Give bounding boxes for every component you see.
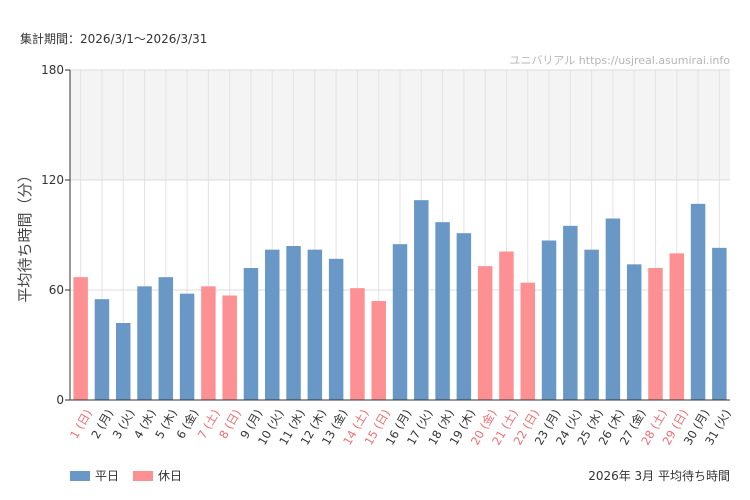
bar — [435, 222, 450, 400]
bar — [499, 251, 514, 400]
watermark: ユニバリアル https://usjreal.asumirai.info — [509, 54, 730, 67]
bar — [520, 282, 535, 400]
bar — [286, 246, 301, 400]
bar — [541, 240, 557, 400]
legend: 平日 休日 — [70, 467, 182, 484]
bar — [265, 249, 280, 400]
bar — [690, 203, 706, 400]
legend-swatch-weekday — [70, 470, 90, 481]
bar — [648, 268, 663, 400]
bar — [392, 244, 408, 400]
bar — [456, 233, 472, 400]
bar — [73, 277, 88, 400]
bar — [307, 249, 323, 400]
bar — [477, 266, 493, 400]
legend-item-holiday[interactable]: 休日 — [133, 467, 182, 484]
bar — [115, 323, 131, 400]
legend-label-holiday: 休日 — [158, 469, 183, 483]
bar — [222, 295, 237, 400]
chart-footer-title: 2026年 3月 平均待ち時間 — [588, 469, 730, 483]
y-tick-label: 180 — [41, 63, 64, 77]
bar — [584, 249, 599, 400]
legend-item-weekday[interactable]: 平日 — [70, 467, 119, 484]
bar — [137, 286, 152, 400]
bar — [328, 258, 344, 400]
bar — [179, 293, 195, 400]
bar — [94, 299, 110, 400]
legend-swatch-holiday — [133, 470, 154, 481]
y-tick-label: 60 — [49, 283, 64, 297]
bar — [414, 200, 429, 400]
bar — [158, 277, 174, 400]
bar — [201, 286, 216, 400]
y-tick-label: 120 — [41, 173, 64, 187]
y-tick-label: 0 — [56, 393, 64, 407]
bar — [563, 225, 578, 400]
period-label: 集計期間：2026/3/1〜2026/3/31 — [20, 32, 208, 46]
bar — [626, 264, 642, 400]
bar — [605, 218, 621, 400]
bar — [669, 253, 685, 400]
y-axis-label: 平均待ち時間（分） — [16, 167, 34, 302]
bar — [350, 288, 365, 400]
legend-label-weekday: 平日 — [95, 469, 120, 483]
bar — [712, 247, 727, 400]
bar — [243, 268, 259, 400]
bar — [371, 301, 386, 400]
